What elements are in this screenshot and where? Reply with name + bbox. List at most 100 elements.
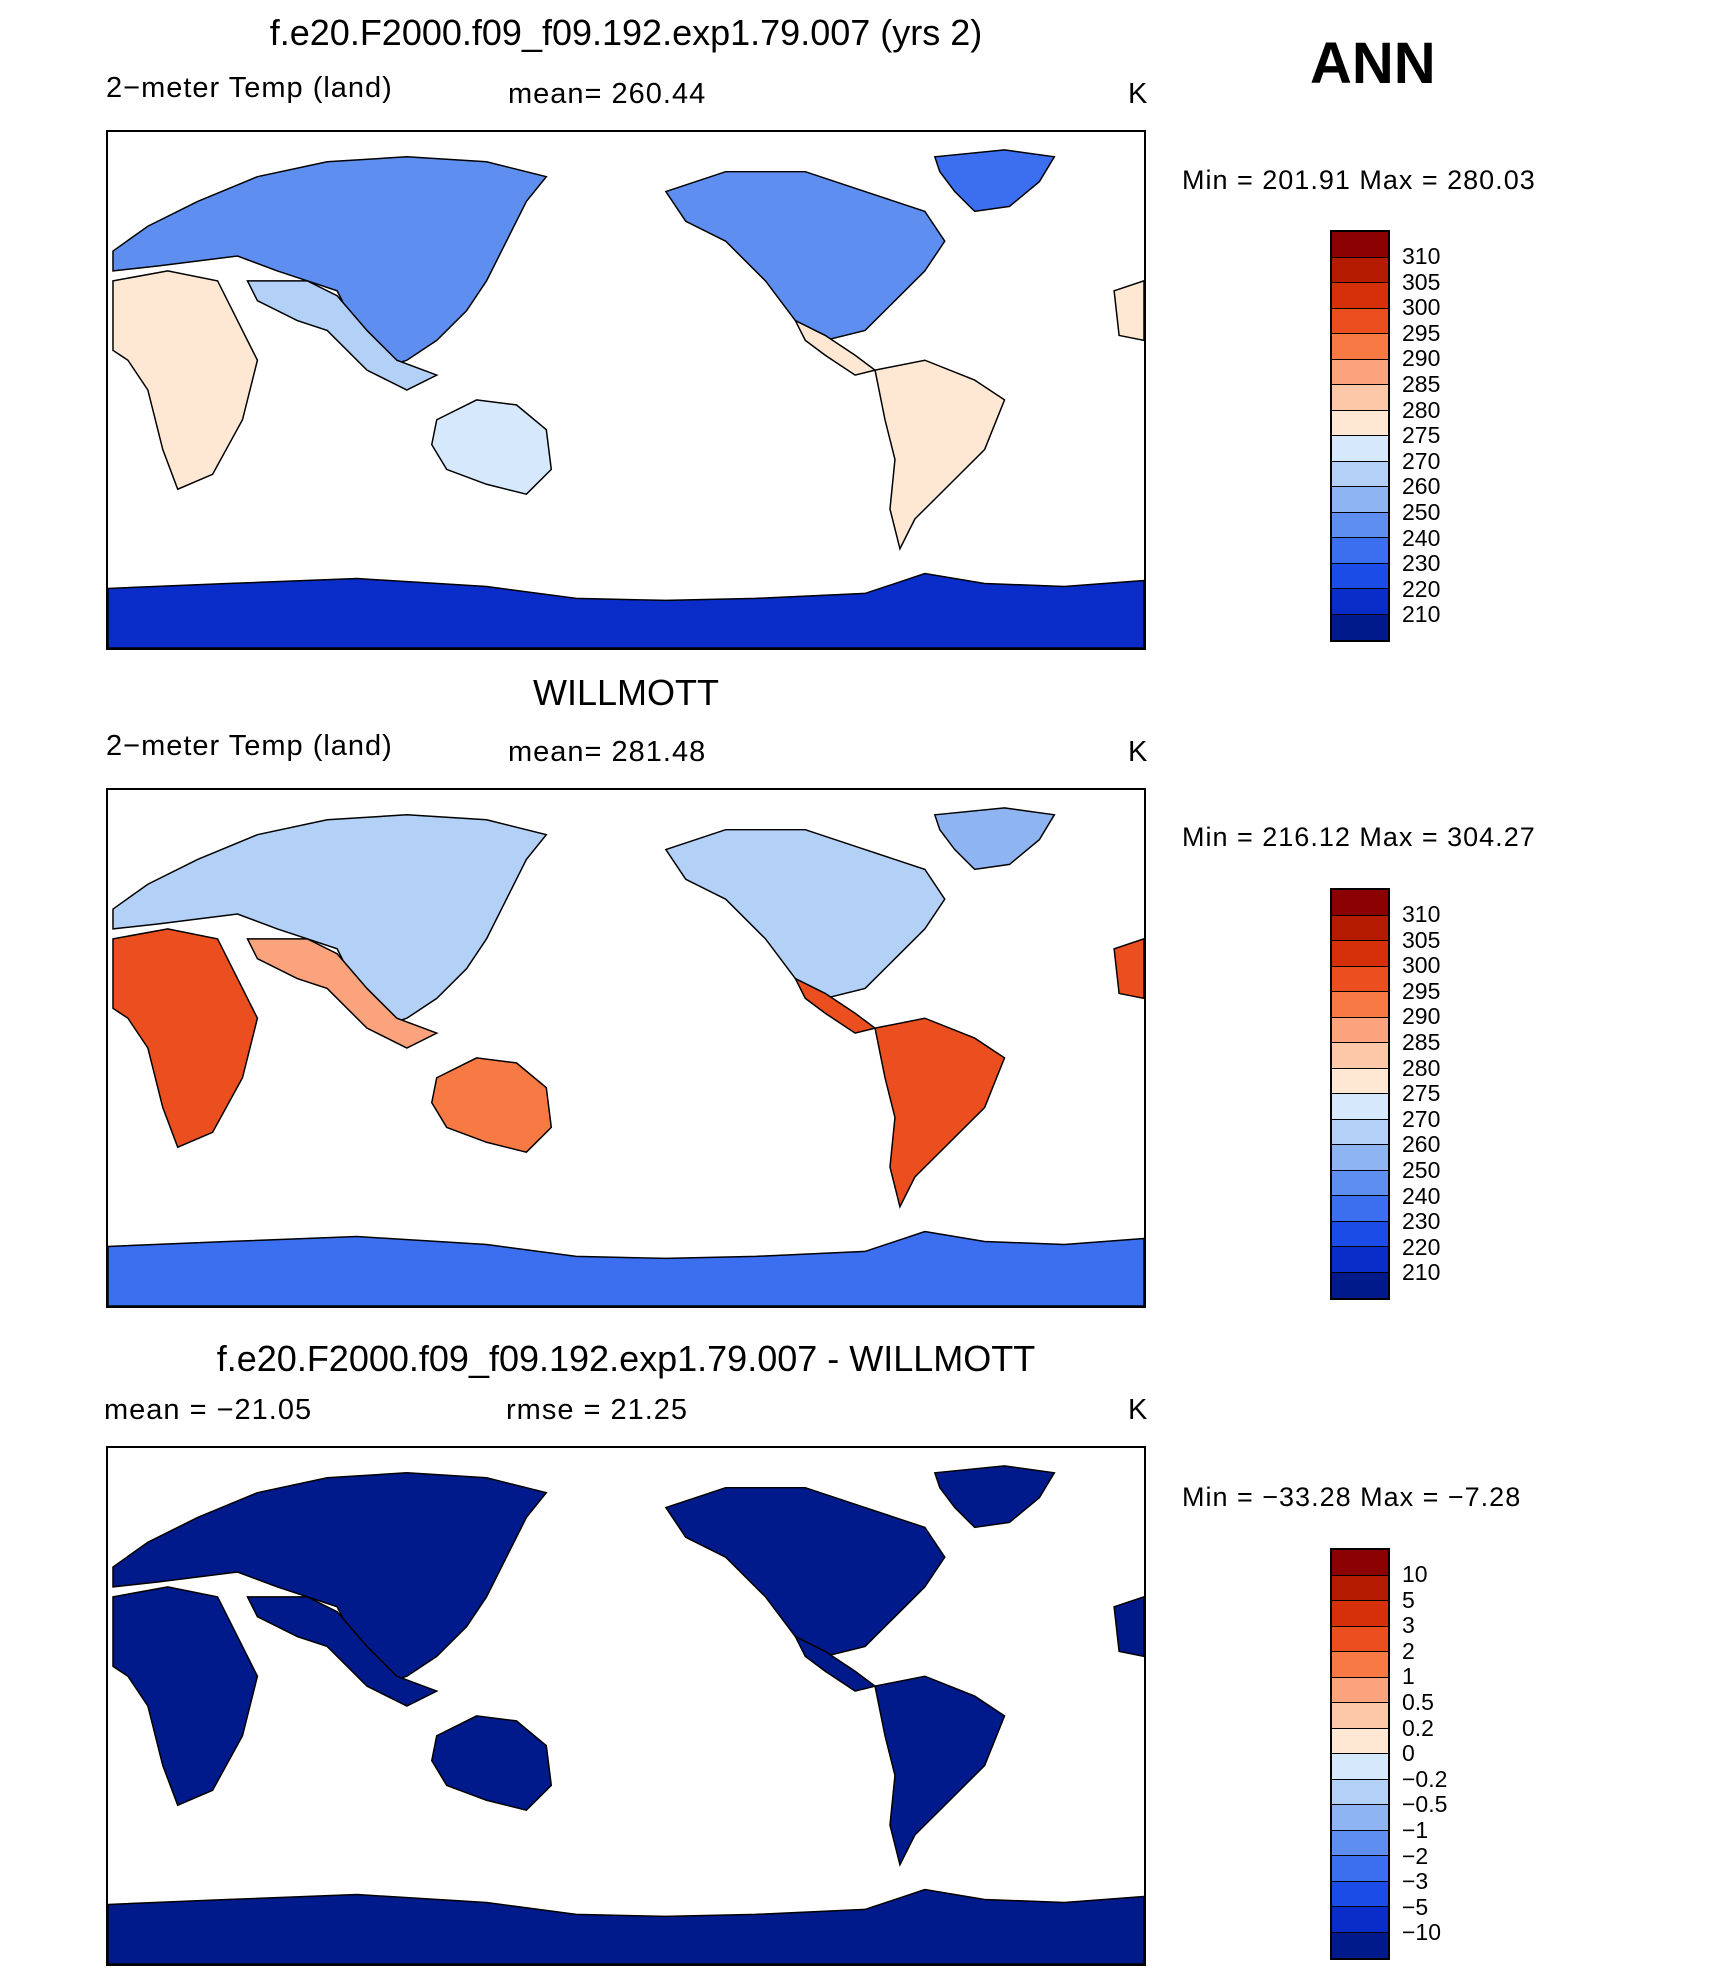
colorbar-tick-label: 220 xyxy=(1402,1233,1441,1260)
australia-landmass xyxy=(430,1715,553,1812)
colorbar-tick-label: 305 xyxy=(1402,926,1441,953)
panel-1-units-label: K xyxy=(1128,78,1149,110)
australia-landmass xyxy=(430,1057,553,1154)
greenland-landmass xyxy=(933,149,1056,213)
colorbar-segment xyxy=(1332,1652,1388,1678)
colorbar-segment xyxy=(1332,385,1388,411)
colorbar-segment xyxy=(1332,334,1388,360)
australia-landmass xyxy=(430,399,553,496)
eurasia-landmass xyxy=(112,156,548,372)
panel-1-title: f.e20.F2000.f09_f09.192.exp1.79.007 (yrs… xyxy=(269,12,983,53)
colorbar-tick-label: 240 xyxy=(1402,524,1441,551)
colorbar-tick-label: 310 xyxy=(1402,901,1441,927)
colorbar-segment xyxy=(1332,1856,1388,1882)
colorbar-tick-label: 285 xyxy=(1402,1028,1441,1055)
colorbar-tick-label: 10 xyxy=(1402,1561,1428,1587)
panel-3-units-label: K xyxy=(1128,1394,1149,1426)
greenland-landmass xyxy=(933,807,1056,871)
west-africa-edge-landmass xyxy=(1113,280,1144,342)
panel-2-mean-label: mean= 281.48 xyxy=(508,736,707,768)
colorbar-segment xyxy=(1332,512,1388,538)
panel-3-map-svg xyxy=(108,1465,1144,1964)
colorbar-segment xyxy=(1332,1068,1388,1094)
colorbar-segment xyxy=(1332,1805,1388,1831)
colorbar-tick-label: −3 xyxy=(1402,1868,1429,1895)
south-america-landmass xyxy=(874,1017,1006,1209)
africa-landmass xyxy=(112,270,259,491)
colorbar-tick-label: 230 xyxy=(1402,550,1441,577)
south-asia-landmass xyxy=(246,280,439,391)
antarctica-landmass xyxy=(108,572,1144,648)
colorbar-tick-label: 270 xyxy=(1402,1105,1441,1132)
colorbar-segment xyxy=(1332,232,1388,258)
colorbar-tick-label: 2 xyxy=(1402,1637,1415,1664)
colorbar-segment xyxy=(1332,436,1388,462)
colorbar-segment xyxy=(1332,1601,1388,1627)
colorbar-segment xyxy=(1332,1196,1388,1222)
panel-3-minmax: Min = −33.28 Max = −7.28 xyxy=(1182,1482,1522,1512)
panel-3-map xyxy=(106,1446,1146,1966)
panel-3-colorbar xyxy=(1330,1548,1390,1960)
panel-1-map xyxy=(106,130,1146,650)
west-africa-edge-landmass xyxy=(1113,1596,1144,1658)
panel-2-minmax: Min = 216.12 Max = 304.27 xyxy=(1182,822,1536,852)
colorbar-tick-label: −0.2 xyxy=(1402,1765,1448,1792)
colorbar-tick-label: 285 xyxy=(1402,370,1441,397)
colorbar-segment xyxy=(1332,1779,1388,1805)
colorbar-segment xyxy=(1332,1907,1388,1933)
colorbar-tick-label: −5 xyxy=(1402,1893,1429,1920)
colorbar-tick-label: 295 xyxy=(1402,977,1441,1004)
colorbar-segment xyxy=(1332,915,1388,941)
south-asia-landmass xyxy=(246,938,439,1049)
central-america-landmass xyxy=(793,1634,877,1692)
panel-2-title: WILLMOTT xyxy=(533,672,719,713)
colorbar-segment xyxy=(1332,1247,1388,1273)
south-america-landmass xyxy=(874,359,1006,551)
colorbar-tick-label: 250 xyxy=(1402,498,1441,525)
colorbar-tick-label: 210 xyxy=(1402,601,1441,628)
south-america-landmass xyxy=(874,1675,1006,1867)
panel-1-variable-label: 2−meter Temp (land) xyxy=(106,72,393,104)
colorbar-segment xyxy=(1332,1703,1388,1729)
colorbar-tick-label: 0 xyxy=(1402,1740,1415,1767)
colorbar-segment xyxy=(1332,1830,1388,1856)
colorbar-tick-label: 260 xyxy=(1402,1131,1441,1158)
africa-landmass xyxy=(112,1586,259,1807)
colorbar-tick-label: 280 xyxy=(1402,1054,1441,1081)
panel-3-rmse-label: rmse = 21.25 xyxy=(506,1394,689,1426)
panel-2-units-label: K xyxy=(1128,736,1149,768)
panel-1-colorbar xyxy=(1330,230,1390,642)
colorbar-segment xyxy=(1332,1550,1388,1576)
colorbar-segment xyxy=(1332,589,1388,615)
greenland-landmass xyxy=(933,1465,1056,1529)
antarctica-landmass xyxy=(108,1888,1144,1964)
panel-1-minmax: Min = 201.91 Max = 280.03 xyxy=(1182,165,1536,195)
colorbar-segment xyxy=(1332,1017,1388,1043)
colorbar-segment xyxy=(1332,1145,1388,1171)
panel-2-map xyxy=(106,788,1146,1308)
colorbar-tick-label: 290 xyxy=(1402,345,1441,372)
panel-2-variable-label: 2−meter Temp (land) xyxy=(106,730,393,762)
colorbar-tick-label: 275 xyxy=(1402,422,1441,449)
colorbar-segment xyxy=(1332,283,1388,309)
west-africa-edge-landmass xyxy=(1113,938,1144,1000)
panel-3-mean-label: mean = −21.05 xyxy=(104,1394,313,1426)
colorbar-tick-label: 210 xyxy=(1402,1259,1441,1286)
north-america-landmass xyxy=(664,828,946,1000)
colorbar-tick-label: 250 xyxy=(1402,1156,1441,1183)
colorbar-segment xyxy=(1332,992,1388,1018)
colorbar-segment xyxy=(1332,1221,1388,1247)
antarctica-landmass xyxy=(108,1230,1144,1306)
colorbar-segment xyxy=(1332,538,1388,564)
colorbar-tick-label: 300 xyxy=(1402,952,1441,979)
colorbar-tick-label: 1 xyxy=(1402,1663,1415,1690)
panel-2-colorbar xyxy=(1330,888,1390,1300)
panel-2-map-svg xyxy=(108,807,1144,1306)
colorbar-segment xyxy=(1332,563,1388,589)
colorbar-segment xyxy=(1332,614,1388,640)
colorbar-segment xyxy=(1332,1677,1388,1703)
colorbar-tick-label: −2 xyxy=(1402,1842,1429,1869)
colorbar-tick-label: 300 xyxy=(1402,294,1441,321)
colorbar-tick-label: 270 xyxy=(1402,447,1441,474)
colorbar-segment xyxy=(1332,487,1388,513)
